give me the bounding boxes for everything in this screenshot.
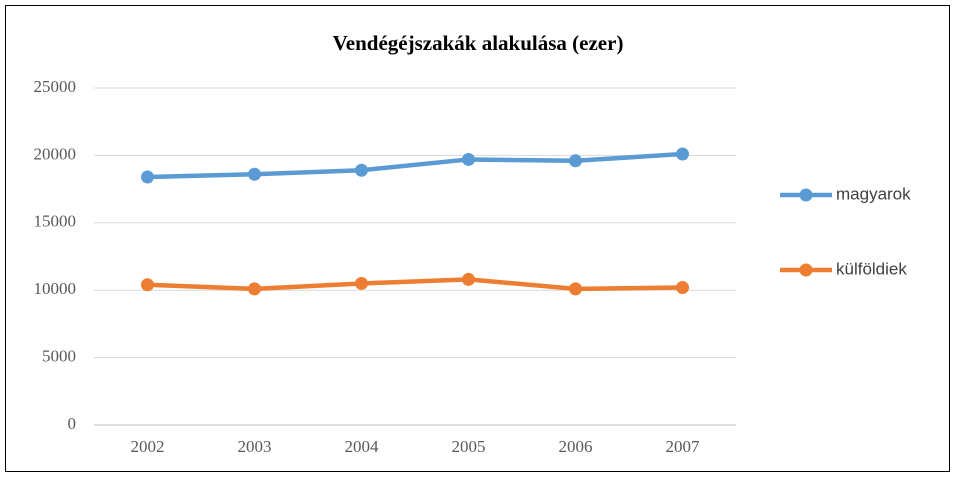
legend-label: külföldiek	[836, 259, 907, 278]
series-line	[147, 277, 683, 292]
x-tick-label: 2004	[345, 437, 380, 456]
data-point	[355, 276, 368, 290]
x-tick-label: 2003	[238, 437, 272, 456]
y-tick-label: 20000	[34, 144, 77, 163]
chart-title: Vendégéjszakák alakulása (ezer)	[333, 31, 624, 55]
x-tick-label: 2006	[559, 437, 593, 456]
y-tick-label: 5000	[42, 347, 76, 366]
legend-marker	[799, 188, 813, 202]
data-point	[676, 147, 689, 161]
y-tick-label: 0	[68, 414, 77, 433]
data-point	[355, 163, 368, 177]
chart-border	[5, 5, 950, 472]
data-point	[248, 167, 261, 181]
y-tick-label: 10000	[34, 279, 77, 298]
legend-marker	[799, 263, 813, 277]
data-point	[569, 282, 582, 296]
x-tick-label: 2007	[666, 437, 701, 456]
y-tick-label: 25000	[34, 77, 77, 96]
x-tick-label: 2002	[131, 437, 165, 456]
data-point	[248, 282, 261, 296]
x-tick-label: 2005	[452, 437, 486, 456]
data-point	[462, 152, 475, 166]
series-line	[147, 151, 683, 180]
legend-label: magyarok	[836, 184, 911, 203]
data-point	[569, 154, 582, 168]
y-tick-label: 15000	[34, 212, 77, 231]
data-point	[141, 278, 154, 292]
data-point	[676, 281, 689, 295]
data-point	[141, 170, 154, 184]
data-point	[462, 272, 475, 286]
